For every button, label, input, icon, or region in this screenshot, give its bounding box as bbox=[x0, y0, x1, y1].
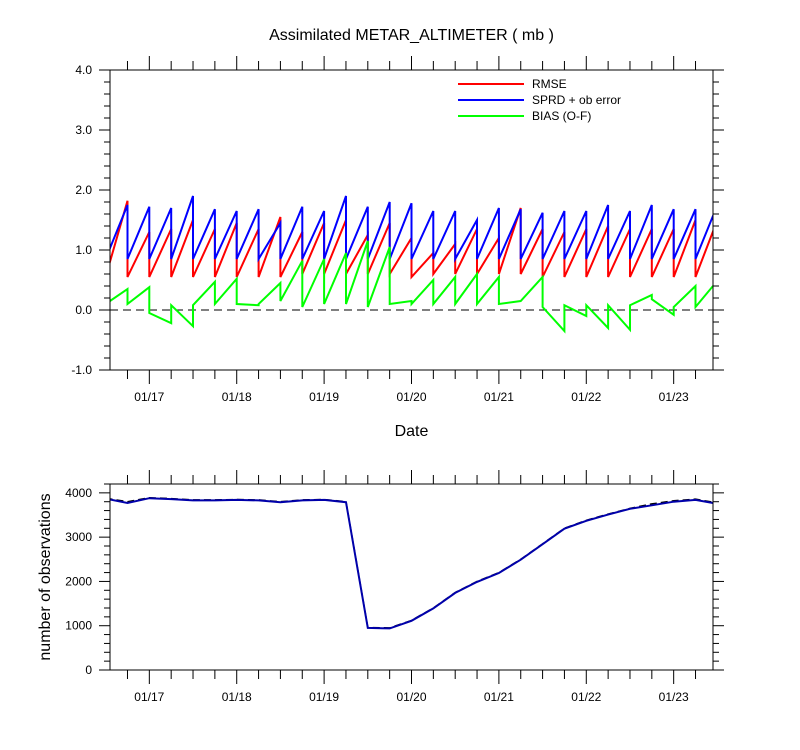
x-tick-label: 01/21 bbox=[484, 690, 514, 704]
y-tick-label: 1.0 bbox=[75, 243, 92, 257]
x-tick-label: 01/20 bbox=[396, 390, 426, 404]
x-tick-label: 01/17 bbox=[134, 390, 164, 404]
legend-label: RMSE bbox=[532, 77, 567, 91]
legend-label: BIAS (O-F) bbox=[532, 109, 591, 123]
top-panel: Assimilated METAR_ALTIMETER ( mb ) Date -1… bbox=[71, 27, 724, 440]
assimilated-line bbox=[110, 497, 713, 630]
x-tick-label: 01/18 bbox=[222, 690, 252, 704]
bottom-panel: number of observations 0 1000 2000 3000 4000 0… bbox=[37, 470, 724, 704]
y-tick-label: 0 bbox=[85, 663, 92, 677]
x-tick-label: 01/20 bbox=[396, 690, 426, 704]
x-tick-label: 01/19 bbox=[309, 390, 339, 404]
y-tick-label: 4000 bbox=[65, 486, 92, 500]
series-group bbox=[110, 195, 713, 334]
possible-line bbox=[110, 496, 713, 629]
plot-frame bbox=[109, 69, 714, 371]
x-tick-label: 01/22 bbox=[571, 390, 601, 404]
x-tick-label: 01/18 bbox=[222, 390, 252, 404]
x-tick-label: 01/17 bbox=[134, 690, 164, 704]
y-tick-label: 2.0 bbox=[75, 183, 92, 197]
x-tick-label: 01/23 bbox=[659, 390, 689, 404]
plot-frame bbox=[109, 483, 714, 671]
x-tick-label: 01/19 bbox=[309, 690, 339, 704]
chart-title: Assimilated METAR_ALTIMETER ( mb ) bbox=[269, 27, 554, 44]
y-tick-label: 4.0 bbox=[75, 63, 92, 77]
y-axis-title: number of observations bbox=[37, 493, 54, 660]
x-tick-label: 01/21 bbox=[484, 390, 514, 404]
x-axis-title: Date bbox=[395, 423, 429, 440]
y-tick-label: 3.0 bbox=[75, 123, 92, 137]
bias-o-f-line bbox=[110, 240, 713, 334]
y-tick-label: 2000 bbox=[65, 574, 92, 588]
legend-label: SPRD + ob error bbox=[532, 93, 621, 107]
series-group bbox=[110, 496, 713, 630]
sprd-ob-error-line bbox=[110, 195, 713, 263]
y-tick-label: -1.0 bbox=[71, 363, 92, 377]
x-tick-label: 01/22 bbox=[571, 690, 601, 704]
y-tick-label: 0.0 bbox=[75, 303, 92, 317]
y-tick-label: 3000 bbox=[65, 530, 92, 544]
x-tick-label: 01/23 bbox=[659, 690, 689, 704]
y-tick-label: 1000 bbox=[65, 619, 92, 633]
